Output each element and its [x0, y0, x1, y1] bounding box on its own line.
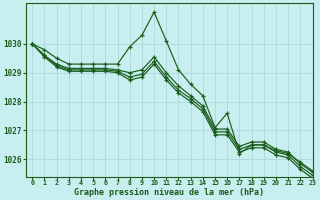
X-axis label: Graphe pression niveau de la mer (hPa): Graphe pression niveau de la mer (hPa) — [74, 188, 264, 197]
